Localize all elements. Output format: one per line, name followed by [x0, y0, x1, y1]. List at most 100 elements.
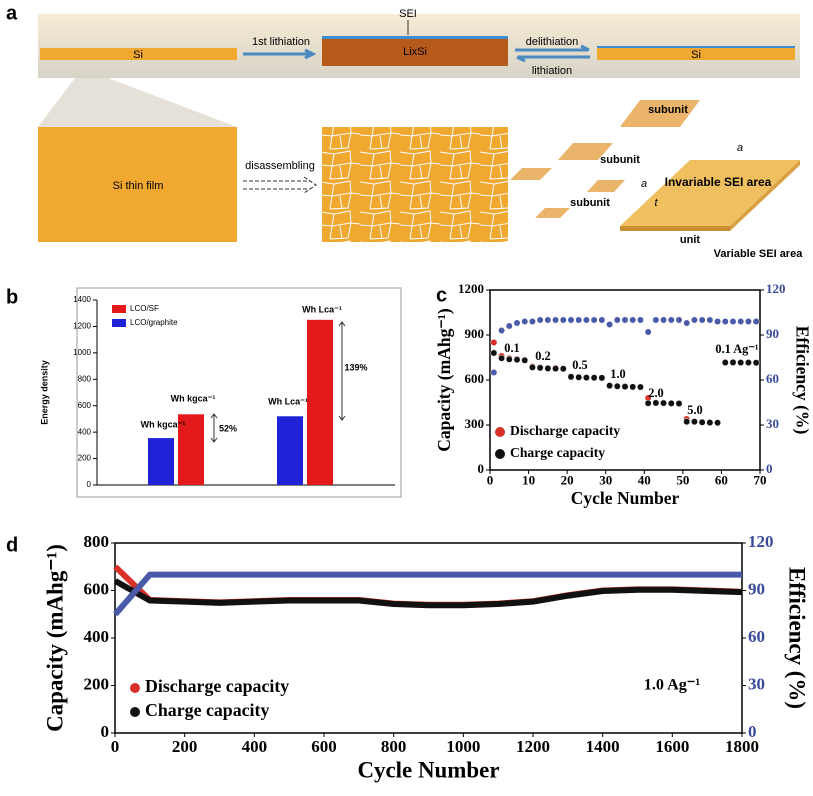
y2-axis-label: Efficiency (%) [792, 326, 812, 435]
label: 1st lithiation [252, 36, 310, 48]
point [690, 418, 698, 426]
x-tick-label: 0 [487, 473, 494, 488]
legend-label: LCO/graphite [130, 318, 178, 327]
legend-label: Charge capacity [145, 700, 269, 720]
series-line [113, 578, 743, 609]
point [536, 316, 544, 324]
bar [307, 319, 333, 485]
callout [38, 78, 237, 127]
x-axis-label: Cycle Number [571, 488, 680, 508]
y-axis-label: Energy density [39, 360, 49, 425]
x-tick-label: 0 [111, 737, 120, 756]
point [590, 374, 598, 382]
point [652, 316, 660, 324]
y-tick-label: 400 [78, 427, 92, 436]
legend-marker [495, 427, 505, 437]
y-tick-label: 1000 [73, 348, 91, 357]
point [552, 316, 560, 324]
panel-label: d [6, 534, 18, 556]
point [528, 363, 536, 371]
point [737, 318, 745, 325]
point [513, 356, 521, 364]
point [498, 327, 506, 334]
label: subunit [600, 154, 640, 166]
y-tick-label: 600 [78, 401, 92, 410]
annotation: 0.1 Ag⁻¹ [715, 342, 758, 356]
panel-label: c [436, 284, 447, 306]
y2-tick-label: 90 [748, 579, 765, 598]
point [521, 318, 529, 325]
y2-tick-label: 90 [766, 326, 779, 341]
point [660, 399, 668, 407]
point [752, 359, 760, 367]
label: LixSi [403, 46, 427, 58]
annotation: Wh kgca⁻¹ [141, 419, 186, 429]
y-axis-label: Capacity (mAhg⁻¹) [434, 308, 454, 452]
x-tick-label: 800 [381, 737, 407, 756]
y2-tick-label: 120 [748, 532, 774, 551]
y2-axis-label: Efficiency (%) [784, 567, 809, 709]
point [698, 316, 706, 324]
point [613, 382, 621, 390]
point [505, 322, 513, 330]
x-tick-label: 200 [172, 737, 198, 756]
point [629, 383, 637, 391]
point [613, 316, 621, 324]
point [744, 318, 752, 325]
legend-label: Charge capacity [510, 445, 605, 460]
y-tick-label: 0 [87, 480, 92, 489]
point [675, 316, 683, 324]
point [644, 328, 652, 336]
subunits [510, 100, 700, 218]
y-tick-label: 600 [84, 579, 110, 598]
point [729, 318, 737, 325]
point [721, 359, 729, 367]
panel-b: b 0 200 400 600 800 1000 1200 1400 Energy density… [6, 286, 402, 498]
point [559, 365, 567, 373]
label: delithiation [526, 36, 579, 48]
legend-label: LCO/SF [130, 304, 159, 313]
x-tick-label: 10 [522, 473, 535, 488]
annotation: 0.1 [504, 341, 519, 355]
point [744, 359, 752, 367]
point [498, 354, 506, 362]
label: a [641, 178, 647, 190]
point [721, 318, 729, 325]
x-tick-label: 1400 [586, 737, 620, 756]
point [490, 349, 498, 357]
point [667, 316, 675, 324]
frame [76, 287, 402, 498]
label: Si [133, 49, 143, 61]
label: unit [680, 234, 700, 246]
arrow [243, 48, 317, 60]
y2-tick-label: 30 [748, 674, 765, 693]
point [644, 399, 652, 407]
point [582, 374, 590, 382]
point [582, 316, 590, 324]
arrow [210, 413, 218, 443]
point [552, 365, 560, 373]
point [606, 321, 614, 328]
y2-tick-label: 0 [748, 722, 757, 741]
point [683, 418, 691, 426]
x-tick-label: 40 [638, 473, 651, 488]
point [544, 365, 552, 372]
point [490, 369, 498, 376]
label: subunit [570, 197, 610, 209]
label: t [654, 197, 658, 209]
bar [277, 416, 303, 485]
annotation: 1.0 Ag⁻¹ [644, 677, 701, 694]
legend-marker [130, 707, 140, 717]
point [683, 319, 691, 327]
label: lithiation [532, 65, 572, 77]
legend-swatch [112, 305, 126, 313]
y-tick-label: 300 [465, 416, 485, 431]
x-tick-label: 1200 [516, 737, 550, 756]
point [629, 316, 637, 324]
unit-edge [620, 226, 730, 231]
y-tick-label: 200 [78, 454, 92, 463]
point [690, 316, 698, 324]
legend-label: Discharge capacity [510, 423, 620, 438]
legend-marker [495, 449, 505, 459]
